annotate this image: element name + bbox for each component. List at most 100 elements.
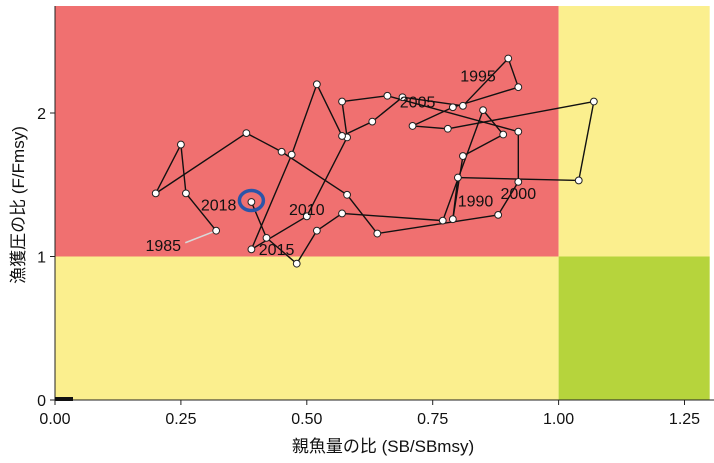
data-point <box>151 189 160 198</box>
data-point <box>277 147 286 156</box>
year-label-1990: 1990 <box>458 193 494 210</box>
trajectory-segment <box>497 181 519 216</box>
trajectory-segment <box>371 96 403 123</box>
y-axis-title: 漁獲圧の比 (F/Fmsy) <box>9 126 28 284</box>
data-point <box>494 210 503 219</box>
origin-marker <box>55 397 73 401</box>
trajectory-segment <box>246 132 282 153</box>
trajectory-segment <box>250 154 293 250</box>
data-point <box>262 233 271 242</box>
data-point <box>479 106 487 115</box>
data-point <box>398 93 407 102</box>
data-point <box>574 176 583 185</box>
y-tick-label: 1 <box>37 250 46 267</box>
trajectory-segment <box>462 133 504 157</box>
trajectory-segment <box>250 201 268 239</box>
trajectory-segment <box>578 101 595 181</box>
data-point <box>368 117 377 126</box>
zone-3 <box>558 256 710 400</box>
data-point <box>443 124 452 133</box>
data-point <box>212 226 221 235</box>
data-point <box>312 80 321 89</box>
data-point <box>514 177 523 186</box>
data-point <box>504 54 513 63</box>
x-tick-label: 0.00 <box>39 411 70 428</box>
x-axis: 0.00 0.25 0.50 0.75 1.00 1.25 <box>39 400 700 428</box>
year-labels: 1985 1990 1995 2000 2005 2010 2015 2018 <box>145 68 536 259</box>
stock-status-zones <box>55 6 710 400</box>
data-point <box>589 97 598 106</box>
data-point <box>453 173 462 182</box>
trajectory-segment <box>155 132 247 194</box>
year-label-1985: 1985 <box>145 238 181 255</box>
year-label-2018: 2018 <box>201 198 237 215</box>
year-label-2005: 2005 <box>400 94 436 111</box>
data-point <box>312 226 321 235</box>
year-label-1995: 1995 <box>460 68 496 85</box>
data-point <box>383 91 392 100</box>
data-point <box>499 130 508 139</box>
trajectory-points <box>151 54 598 268</box>
trajectory-segment <box>452 155 464 220</box>
x-tick-label: 0.50 <box>291 411 322 428</box>
trajectory-segment <box>442 109 484 221</box>
x-tick-label: 1.00 <box>543 411 574 428</box>
trajectory-segment <box>412 125 448 130</box>
data-point <box>448 103 457 112</box>
x-tick-label: 0.75 <box>417 411 448 428</box>
trajectory-segment <box>316 83 343 137</box>
data-point <box>438 216 447 225</box>
zone-2 <box>55 256 559 400</box>
trajectory-segment <box>482 109 504 135</box>
trajectory-segment <box>281 151 348 196</box>
trajectory-segment <box>412 106 454 127</box>
trajectory-segment <box>507 58 519 88</box>
data-point <box>302 212 311 221</box>
data-point <box>247 198 256 206</box>
data-point <box>459 101 467 110</box>
y-axis: 0 1 2 <box>37 106 55 410</box>
x-tick-label: 1.25 <box>669 411 700 428</box>
data-point <box>514 127 523 136</box>
year-label-2015: 2015 <box>259 242 295 259</box>
trajectory-segment <box>342 212 443 222</box>
data-point <box>459 152 467 160</box>
trajectory-segment <box>185 192 217 232</box>
trajectory-segment <box>447 100 594 130</box>
trajectory-segment <box>306 137 348 217</box>
data-point <box>408 122 417 130</box>
data-point <box>287 150 296 159</box>
y-tick-label: 0 <box>37 393 46 410</box>
trajectory-segment <box>266 237 298 265</box>
data-point <box>247 245 256 254</box>
trajectory-segment <box>377 214 499 235</box>
trajectory-segment <box>462 57 509 107</box>
trajectory-segment <box>346 194 378 234</box>
data-point <box>343 190 351 199</box>
data-point <box>177 140 185 149</box>
trajectory-segment <box>180 144 187 194</box>
data-point <box>448 215 457 224</box>
trajectory-segment <box>316 212 343 232</box>
label-connector-1985 <box>185 229 217 244</box>
data-point <box>514 83 523 92</box>
trajectory-segment <box>296 230 318 265</box>
highlight-ring <box>237 188 266 213</box>
trajectory-segment <box>341 95 388 103</box>
data-point <box>338 97 346 106</box>
plot-frame <box>54 6 714 401</box>
trajectory-segment <box>251 215 308 250</box>
zone-1 <box>558 6 710 257</box>
data-point <box>338 209 346 218</box>
stock-trajectory <box>155 57 595 265</box>
year-label-2010: 2010 <box>289 202 325 219</box>
trajectory-segment <box>155 144 182 194</box>
data-point <box>242 129 251 137</box>
trajectory-segment <box>341 101 348 138</box>
x-axis-title: 親魚量の比 (SB/SBmsy) <box>292 437 474 456</box>
y-tick-label: 2 <box>37 106 46 123</box>
data-point <box>182 189 190 198</box>
latest-year-highlight <box>237 188 266 213</box>
x-tick-label: 0.25 <box>165 411 196 428</box>
